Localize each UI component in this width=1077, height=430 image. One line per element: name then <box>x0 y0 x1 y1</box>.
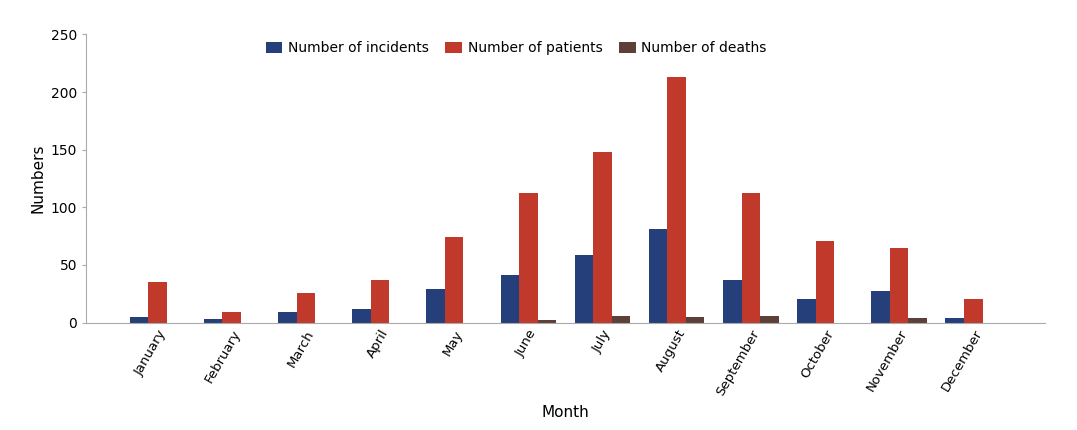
Y-axis label: Numbers: Numbers <box>30 144 45 213</box>
Bar <box>223 312 241 322</box>
Bar <box>204 319 223 322</box>
Bar <box>519 194 537 322</box>
Bar <box>149 282 167 322</box>
Bar <box>797 299 815 322</box>
Bar <box>537 320 556 322</box>
Bar <box>815 241 835 322</box>
Bar <box>370 280 389 322</box>
Bar <box>296 292 316 322</box>
Bar <box>686 317 704 322</box>
Bar <box>871 292 890 322</box>
Bar <box>742 194 760 322</box>
Bar <box>648 229 668 322</box>
Bar <box>723 280 742 322</box>
Bar <box>612 316 630 322</box>
Bar <box>575 255 593 322</box>
Bar <box>426 289 445 322</box>
Bar <box>908 318 927 322</box>
Bar <box>890 248 908 322</box>
Bar <box>593 152 612 322</box>
Bar <box>946 318 964 322</box>
Bar <box>129 317 149 322</box>
Bar <box>501 275 519 322</box>
Bar <box>278 312 296 322</box>
Bar <box>352 309 370 322</box>
Bar <box>668 77 686 322</box>
Legend: Number of incidents, Number of patients, Number of deaths: Number of incidents, Number of patients,… <box>266 41 767 55</box>
Bar <box>445 237 463 322</box>
Bar <box>964 299 982 322</box>
Bar <box>760 316 779 322</box>
X-axis label: Month: Month <box>542 405 589 420</box>
